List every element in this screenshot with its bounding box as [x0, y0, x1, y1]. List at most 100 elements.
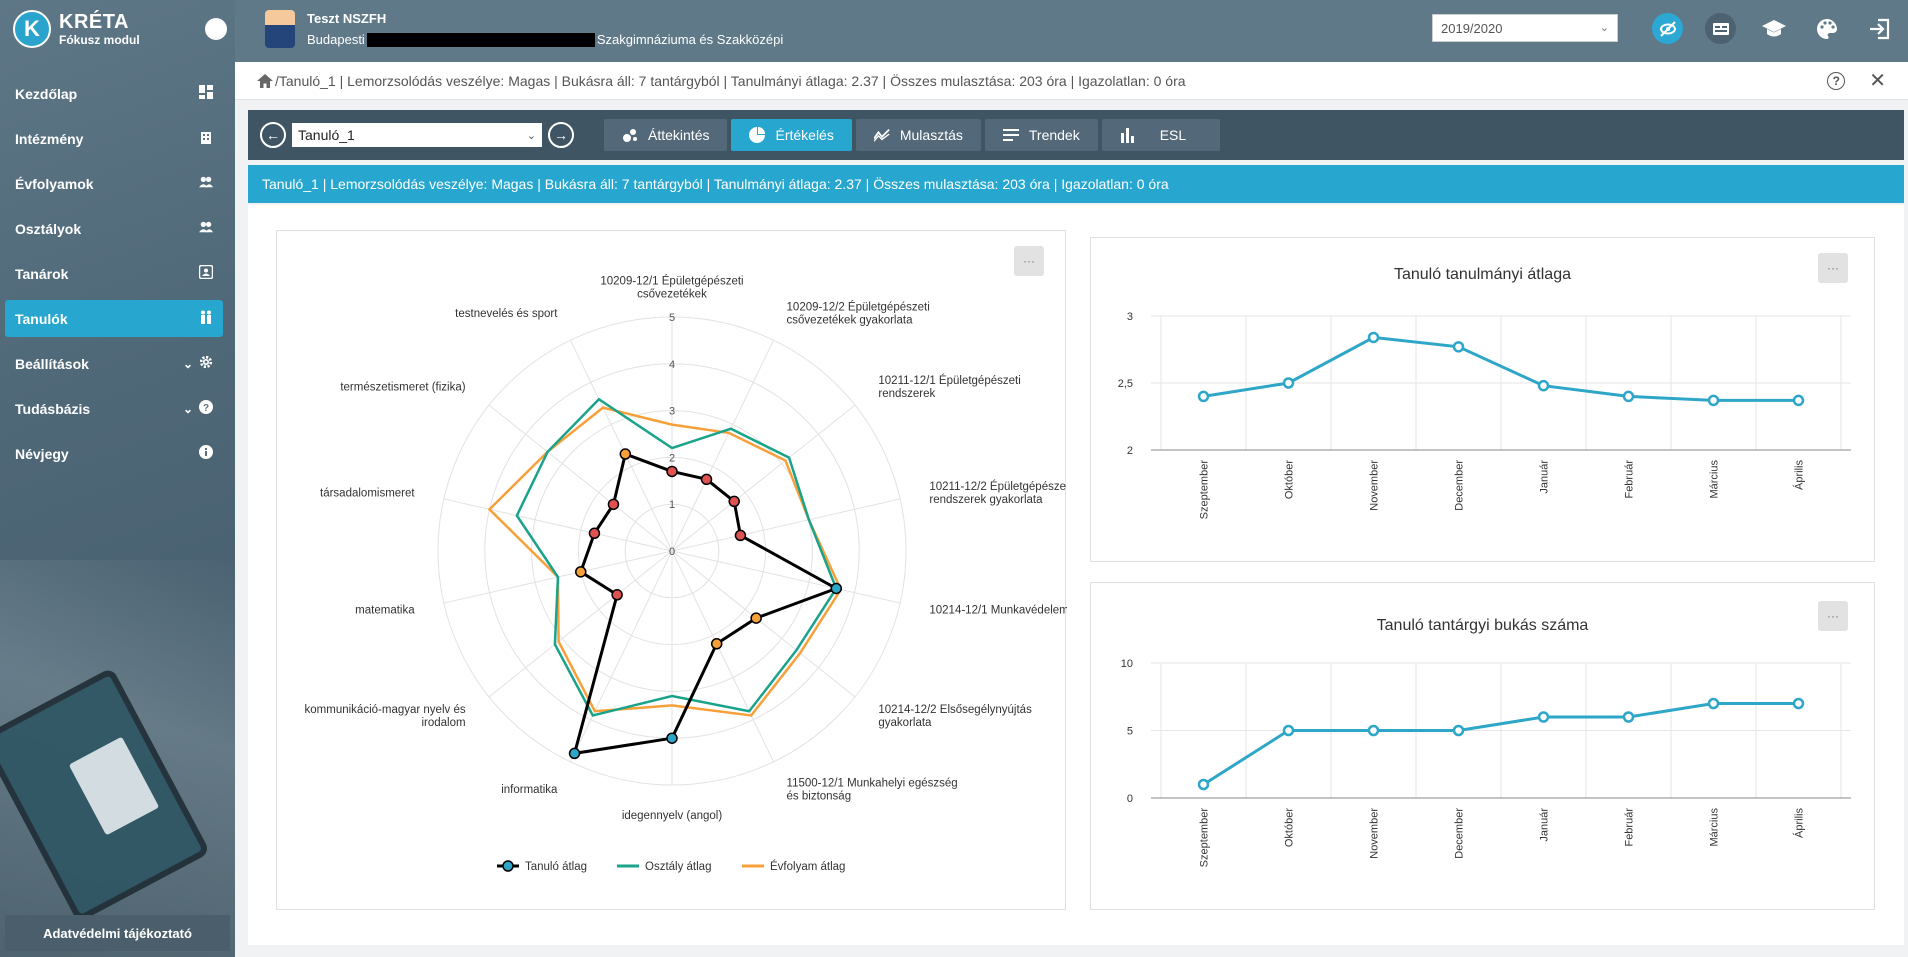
- grid-spoke: [570, 550, 673, 763]
- tab-esl[interactable]: ESL: [1101, 119, 1221, 151]
- svg-text:?: ?: [203, 403, 209, 414]
- grid-spoke: [570, 339, 673, 552]
- legend-label: Tanuló átlag: [525, 861, 587, 873]
- palette-icon[interactable]: [1811, 13, 1842, 44]
- radar-category-label: 10209-12/2 Épületgépészeti csővezetékek g…: [787, 301, 930, 327]
- radar-point: [750, 612, 762, 624]
- grid-spoke: [671, 550, 901, 604]
- pie-chart-icon: [749, 127, 766, 143]
- x-tick-label: December: [1454, 808, 1466, 859]
- home-icon[interactable]: [257, 73, 273, 88]
- user-info: Teszt NSZFH Budapesti Szakgimnáziuma és S…: [265, 10, 783, 48]
- sidebar-item-label: Évfolyamok: [15, 175, 94, 192]
- sidebar-item-8[interactable]: Névjegy: [5, 435, 223, 472]
- radar-category-label: informatika: [501, 784, 558, 796]
- x-tick-label: Október: [1284, 460, 1296, 499]
- data-line: [1202, 702, 1799, 786]
- radar-category-label: kommunikáció-magyar nyelv és irodalom: [305, 704, 466, 729]
- previous-student-button[interactable]: ←: [260, 122, 286, 148]
- data-point: [1282, 377, 1295, 389]
- radar-tick-label: 3: [669, 406, 675, 418]
- tab-mulasztas[interactable]: Mulasztás: [855, 119, 981, 151]
- privacy-link[interactable]: Adatvédelmi tájékoztató: [5, 915, 230, 951]
- tab-ertekeles[interactable]: Értékelés: [731, 119, 852, 151]
- y-tick-label: 2,5: [1118, 378, 1133, 390]
- close-icon[interactable]: ✕: [1869, 70, 1886, 92]
- chevron-down-icon: ⌄: [526, 129, 536, 142]
- bubbles-icon: [623, 129, 637, 142]
- kreta-logo-icon: K: [13, 10, 51, 48]
- chart-menu-button[interactable]: ···: [1818, 253, 1848, 283]
- y-tick-label: 10: [1121, 658, 1133, 670]
- sidebar-item-4[interactable]: Tanárok: [5, 255, 223, 292]
- school-year-select[interactable]: 2019/2020 ⌄: [1432, 14, 1618, 42]
- x-tick-label: November: [1369, 460, 1381, 511]
- radar-category-label: idegennyelv (angol): [622, 810, 723, 822]
- data-point: [1452, 341, 1465, 353]
- card-icon[interactable]: [1705, 13, 1736, 44]
- avatar: [265, 10, 295, 48]
- student-select[interactable]: Tanuló_1 ⌄: [292, 123, 542, 147]
- radar-category-label: matematika: [355, 605, 415, 617]
- radar-category-label: 10209-12/1 Épületgépészeti csővezetékek: [600, 275, 743, 301]
- eye-off-icon[interactable]: [1652, 13, 1683, 44]
- grid-spoke: [671, 404, 856, 552]
- help-icon: ?: [199, 400, 213, 417]
- radar-category-label: testnevelés és sport: [455, 308, 558, 320]
- breadcrumb-text: /Tanuló_1 | Lemorzsolódás veszélye: Maga…: [275, 72, 1186, 89]
- sidebar-item-3[interactable]: Osztályok: [5, 210, 223, 247]
- next-student-button[interactable]: →: [548, 122, 574, 148]
- student-info-bar: Tanuló_1 | Lemorzsolódás veszélye: Magas…: [248, 165, 1904, 203]
- data-point: [1197, 390, 1210, 403]
- x-tick-label: Február: [1624, 460, 1636, 499]
- tab-trendek[interactable]: Trendek: [984, 119, 1098, 151]
- sidebar: K KRÉTA Fókusz modul Kezdőlap Intézmény Év…: [0, 0, 235, 957]
- user-name: Teszt NSZFH: [307, 10, 387, 26]
- radar-point: [611, 589, 623, 601]
- sidebar-item-label: Tudásbázis: [15, 400, 91, 417]
- chart-menu-button[interactable]: ···: [1818, 601, 1848, 631]
- app-logo[interactable]: K KRÉTA Fókusz modul: [13, 10, 140, 48]
- graduation-cap-icon[interactable]: [1758, 13, 1789, 44]
- sidebar-item-6[interactable]: Beállítások ⌄: [5, 345, 223, 382]
- logout-icon[interactable]: [1864, 13, 1895, 44]
- sidebar-toggle[interactable]: [205, 18, 227, 40]
- school-prefix: Budapesti: [307, 31, 365, 47]
- sidebar-item-7[interactable]: Tudásbázis ⌄?: [5, 390, 223, 427]
- dashboard-icon: [199, 85, 213, 102]
- chevron-down-icon: ⌄: [182, 401, 193, 416]
- users-icon: [199, 220, 213, 237]
- sidebar-item-2[interactable]: Évfolyamok: [5, 165, 223, 202]
- students-icon: [199, 310, 213, 327]
- radar-point: [728, 495, 740, 508]
- data-point: [1282, 724, 1295, 737]
- radar-category-label: természetismeret (fizika): [340, 381, 465, 393]
- help-icon[interactable]: ?: [1827, 72, 1846, 90]
- radar-point: [830, 582, 843, 595]
- radar-point: [700, 473, 713, 486]
- radar-point: [588, 527, 601, 540]
- trend-icon: [873, 129, 890, 142]
- id-card-icon: [198, 264, 214, 282]
- data-point: [1792, 697, 1805, 710]
- average-line-chart: 2 2,5 3 Szeptember Október November December Ja…: [1118, 311, 1851, 519]
- sidebar-item-0[interactable]: Kezdőlap: [5, 75, 223, 112]
- sidebar-item-1[interactable]: Intézmény: [5, 120, 223, 157]
- radar-category-label: 10214-12/2 Elsősegélynyújtás gyakorlata: [878, 704, 1032, 729]
- radar-chart: 0 1 2 3 4 5 10209-12/1 Épületgépészeti csővezet…: [305, 275, 1069, 874]
- sidebar-item-5[interactable]: Tanulók: [5, 300, 223, 337]
- radar-point: [710, 638, 723, 650]
- grid-spoke: [488, 550, 673, 698]
- x-tick-label: Szeptember: [1199, 808, 1211, 868]
- grid-spoke: [671, 550, 774, 763]
- radar-category-label: 11500-12/1 Munkahelyi egészség és biztons…: [787, 777, 958, 802]
- school-year-value: 2019/2020: [1441, 21, 1503, 36]
- tab-label: Mulasztás: [899, 127, 963, 143]
- grid-spoke: [671, 339, 774, 552]
- tab-label: Trendek: [1028, 127, 1080, 143]
- grid-spoke: [671, 498, 901, 552]
- failures-line-chart: 0 5 10 Szeptember Október November December Jan…: [1121, 658, 1851, 868]
- x-tick-label: Január: [1539, 808, 1551, 842]
- tab-attekintes[interactable]: Áttekintés: [604, 119, 728, 151]
- chart-menu-button[interactable]: ···: [1014, 246, 1044, 276]
